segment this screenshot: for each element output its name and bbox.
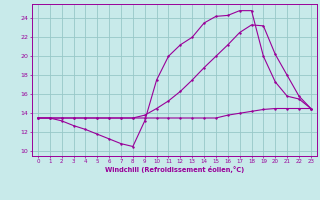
- X-axis label: Windchill (Refroidissement éolien,°C): Windchill (Refroidissement éolien,°C): [105, 166, 244, 173]
